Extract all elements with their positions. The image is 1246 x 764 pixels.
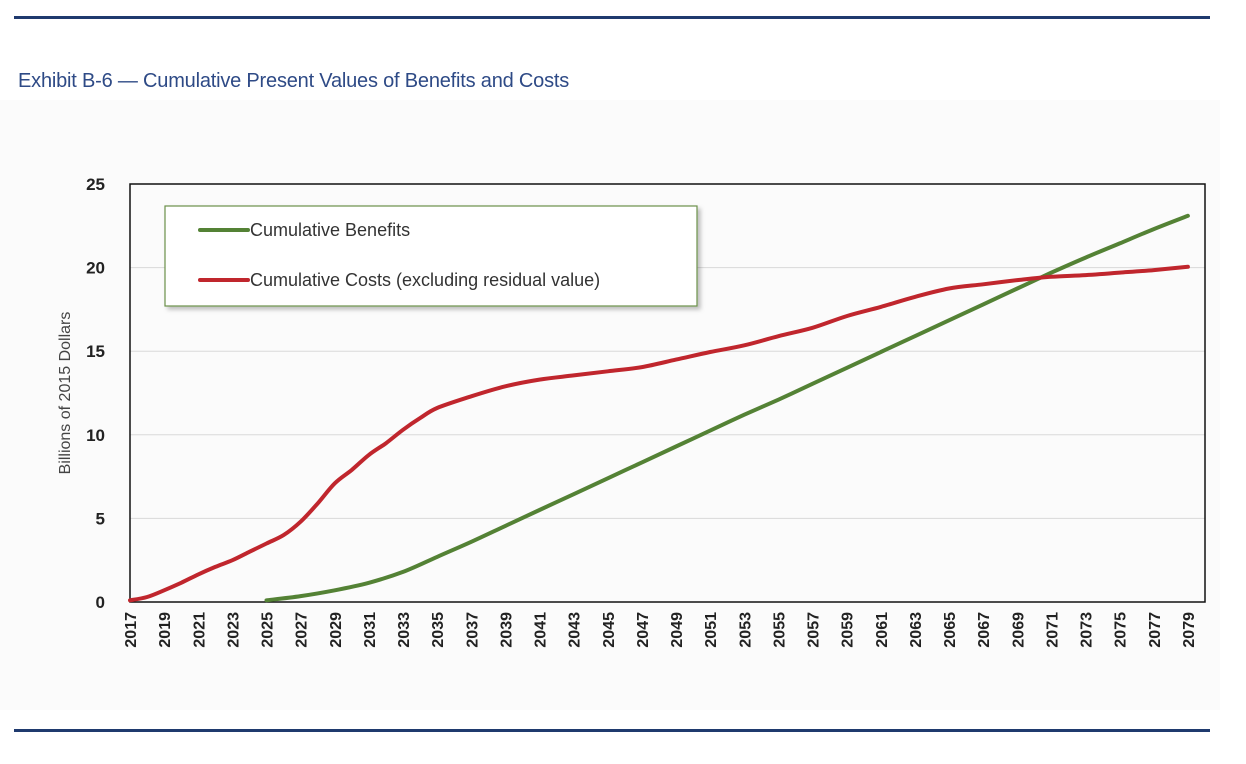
x-tick-label: 2057: [806, 612, 823, 648]
x-tick-label: 2037: [464, 612, 481, 648]
x-tick-label: 2045: [601, 612, 618, 648]
x-tick-label: 2061: [874, 612, 891, 648]
chart-background: [0, 100, 1220, 710]
x-tick-label: 2065: [942, 612, 959, 648]
x-tick-label: 2019: [157, 612, 174, 648]
y-tick-label: 0: [96, 593, 105, 612]
bottom-rule: [14, 729, 1210, 732]
legend-label-costs: Cumulative Costs (excluding residual val…: [250, 270, 600, 290]
x-tick-label: 2049: [669, 612, 686, 648]
legend-label-benefits: Cumulative Benefits: [250, 220, 410, 240]
x-tick-label: 2075: [1113, 612, 1130, 648]
x-tick-label: 2047: [635, 612, 652, 648]
x-tick-label: 2033: [396, 612, 413, 648]
x-tick-label: 2063: [908, 612, 925, 648]
x-tick-label: 2039: [498, 612, 515, 648]
x-tick-label: 2067: [976, 612, 993, 648]
x-tick-label: 2071: [1044, 612, 1061, 648]
exhibit-title: Exhibit B-6 — Cumulative Present Values …: [18, 70, 570, 92]
y-ticks: 0 5 10 15 20 25: [86, 175, 105, 612]
x-tick-label: 2021: [191, 612, 208, 648]
plot-area: [129, 183, 1206, 603]
x-tick-label: 2059: [840, 612, 857, 648]
x-tick-label: 2051: [703, 612, 720, 648]
x-tick-label: 2017: [123, 612, 140, 648]
x-tick-label: 2079: [1181, 612, 1198, 648]
x-tick-label: 2077: [1147, 612, 1164, 648]
x-tick-label: 2055: [771, 612, 788, 648]
x-tick-label: 2023: [225, 612, 242, 648]
x-tick-label: 2053: [737, 612, 754, 648]
y-tick-label: 25: [86, 175, 105, 194]
x-tick-label: 2043: [567, 612, 584, 648]
x-tick-label: 2035: [430, 612, 447, 648]
y-tick-label: 5: [96, 509, 105, 528]
legend-box: [164, 205, 698, 307]
y-tick-label: 20: [86, 259, 105, 278]
x-tick-label: 2073: [1079, 612, 1096, 648]
x-tick-label: 2069: [1010, 612, 1027, 648]
legend: Cumulative Benefits Cumulative Costs (ex…: [164, 205, 698, 307]
x-tick-label: 2025: [260, 612, 277, 648]
x-tick-label: 2027: [294, 612, 311, 648]
series-line-benefits: [264, 213, 1190, 603]
y-axis-label: Billions of 2015 Dollars: [57, 312, 74, 475]
series-lines: [128, 213, 1190, 603]
x-tick-label: 2031: [362, 612, 379, 648]
y-tick-label: 15: [86, 342, 105, 361]
top-rule: [14, 16, 1210, 19]
y-tick-label: 10: [86, 426, 105, 445]
series-line-costs: [128, 264, 1190, 603]
x-tick-label: 2041: [533, 612, 550, 648]
x-tick-label: 2029: [328, 612, 345, 648]
x-ticks: 2017 2019 2021 2023 2025 2027 2029 2031 2033 2035…: [123, 612, 1198, 648]
